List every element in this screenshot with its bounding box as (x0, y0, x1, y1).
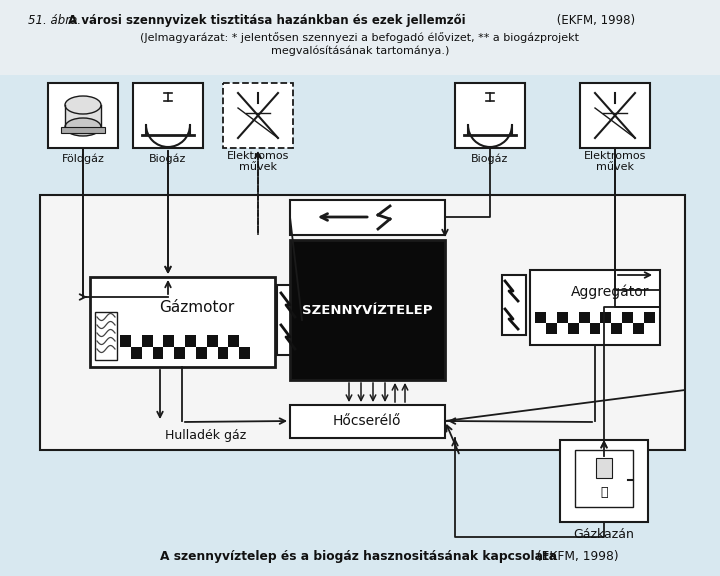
Bar (535, 312, 546, 323)
Bar (0, 0, 720, 75)
Bar (153, 347, 163, 359)
Text: művek: művek (596, 162, 634, 172)
Bar (153, 335, 163, 347)
Bar (600, 323, 611, 334)
Bar (185, 347, 196, 359)
Bar (120, 347, 131, 359)
Bar (568, 323, 579, 334)
Bar (575, 450, 633, 507)
Bar (185, 335, 196, 347)
Bar (611, 312, 622, 323)
Bar (560, 440, 648, 522)
Bar (644, 323, 655, 334)
Text: Biogáz: Biogáz (149, 153, 186, 164)
Bar (131, 347, 142, 359)
Text: megvalósításának tartománya.): megvalósításának tartománya.) (271, 46, 449, 56)
Bar (596, 458, 612, 478)
Bar (546, 312, 557, 323)
Bar (120, 335, 131, 347)
Text: Aggregátor: Aggregátor (571, 285, 649, 300)
Text: SZENNYVÍZTELEP: SZENNYVÍZTELEP (302, 304, 432, 316)
Bar (579, 312, 590, 323)
Bar (163, 347, 174, 359)
Bar (174, 335, 185, 347)
Bar (133, 83, 203, 148)
Bar (557, 323, 568, 334)
Bar (217, 335, 228, 347)
Bar (239, 335, 250, 347)
Bar (633, 312, 644, 323)
Bar (228, 335, 239, 347)
Text: 🔥: 🔥 (600, 486, 608, 498)
Text: Gázkazán: Gázkazán (574, 528, 634, 541)
Bar (579, 323, 590, 334)
Bar (48, 83, 118, 148)
Bar (65, 105, 101, 127)
Text: A szennyvíztelep és a biogáz hasznositásának kapcsolata: A szennyvíztelep és a biogáz hasznositás… (160, 550, 557, 563)
Text: 51. ábra.: 51. ábra. (28, 14, 81, 27)
Bar (455, 83, 525, 148)
Bar (207, 335, 217, 347)
Bar (633, 323, 644, 334)
Bar (590, 312, 600, 323)
Text: Hulladék gáz: Hulladék gáz (165, 429, 246, 442)
Bar (196, 335, 207, 347)
Bar (580, 83, 650, 148)
Bar (622, 312, 633, 323)
Bar (557, 312, 568, 323)
Text: művek: művek (239, 162, 277, 172)
Bar (163, 335, 174, 347)
Bar (530, 270, 660, 345)
Ellipse shape (65, 118, 101, 136)
Bar (217, 347, 228, 359)
Text: Elektromos: Elektromos (227, 151, 289, 161)
Text: (EKFM, 1998): (EKFM, 1998) (553, 14, 635, 27)
Bar (568, 312, 579, 323)
Bar (290, 200, 445, 235)
Text: Elektromos: Elektromos (584, 151, 646, 161)
Bar (40, 195, 685, 450)
Text: (EKFM, 1998): (EKFM, 1998) (533, 550, 618, 563)
Bar (611, 323, 622, 334)
Bar (535, 323, 546, 334)
Ellipse shape (65, 96, 101, 114)
Bar (277, 285, 302, 355)
Bar (290, 240, 445, 380)
Bar (239, 347, 250, 359)
Bar (600, 312, 611, 323)
Bar (95, 312, 117, 360)
Text: Hőcserélő: Hőcserélő (333, 414, 401, 428)
Bar (131, 335, 142, 347)
Bar (142, 335, 153, 347)
Bar (196, 347, 207, 359)
Text: Biogáz: Biogáz (472, 153, 509, 164)
Text: Gázmotor: Gázmotor (159, 300, 235, 314)
Bar (142, 347, 153, 359)
Text: A városi szennyvizek tisztitása hazánkban és ezek jellemzői: A városi szennyvizek tisztitása hazánkba… (64, 14, 466, 27)
Bar (502, 275, 526, 335)
Bar (546, 323, 557, 334)
Bar (290, 405, 445, 438)
Text: (Jelmagyarázat: * jelentősen szennyezi a befogadó élővizet, ** a biogázprojekt: (Jelmagyarázat: * jelentősen szennyezi a… (140, 32, 580, 43)
Bar (622, 323, 633, 334)
Bar (61, 127, 105, 133)
Bar (644, 312, 655, 323)
Bar (90, 277, 275, 367)
Bar (223, 83, 293, 148)
Bar (207, 347, 217, 359)
Bar (590, 323, 600, 334)
Text: Földgáz: Földgáz (62, 153, 104, 164)
Bar (228, 347, 239, 359)
Bar (174, 347, 185, 359)
